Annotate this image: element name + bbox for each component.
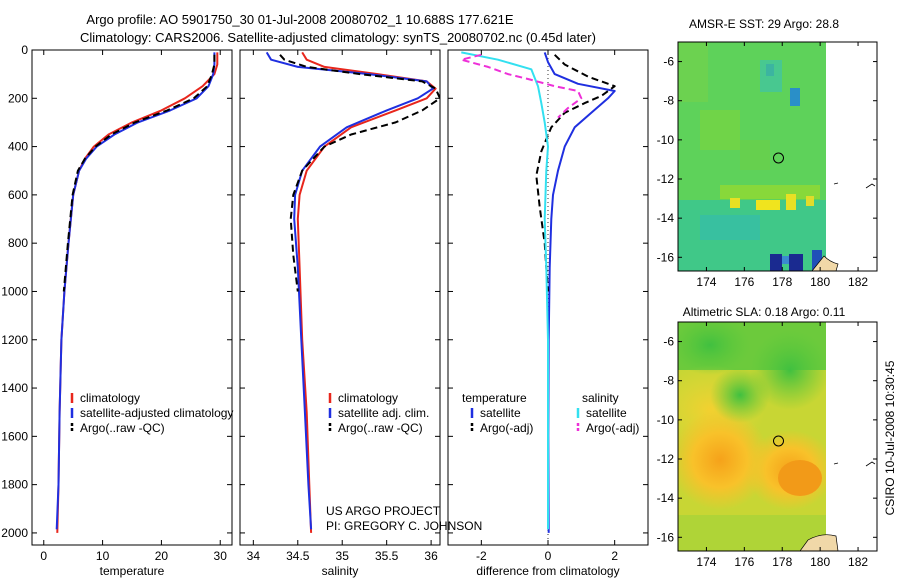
- salinity-xtick-label: 35.5: [375, 549, 399, 563]
- sla_map-xtick-label: 178: [772, 555, 792, 569]
- temperature-xtick-label: 10: [96, 549, 110, 563]
- salinity-legend-label: climatology: [338, 391, 398, 405]
- project-note-line2: PI: GREGORY C. JOHNSON: [326, 519, 482, 533]
- sst_map-xtick-label: 182: [848, 275, 868, 289]
- difference-xtick-label: -2: [476, 549, 487, 563]
- sla-map-ticks: 174 176 178 180 182 -6 -8 -10 -12 -14 -16: [657, 322, 877, 569]
- sst_map-ytick-label: -12: [657, 172, 675, 186]
- temperature-ytick-label: 2000: [1, 526, 28, 540]
- difference-legend-label: satellite: [480, 406, 521, 420]
- salinity-series-climatology: [296, 51, 437, 533]
- difference-legend-salinity-title: salinity: [582, 391, 619, 405]
- sst-map-frame: [677, 41, 878, 272]
- salinity-xtick-label: 36: [424, 549, 438, 563]
- temperature-series-argo-raw-qc-: [62, 54, 216, 292]
- figure-title-line1: Argo profile: AO 5901750_30 01-Jul-2008 …: [86, 12, 514, 27]
- difference-series-temperature-argo-adj-: [535, 54, 616, 292]
- sst-heatmap-field: [678, 42, 877, 271]
- figure-title-line2: Climatology: CARS2006. Satellite-adjuste…: [80, 30, 596, 45]
- temperature-ytick-label: 1800: [1, 478, 28, 492]
- sla_map-ytick-label: -10: [657, 413, 675, 427]
- difference-legend-temperature-title: temperature: [462, 391, 527, 405]
- sla_map-xtick-label: 174: [696, 555, 716, 569]
- temperature-ytick-label: 0: [21, 43, 28, 57]
- salinity-legend-label: satellite adj. clim.: [338, 406, 429, 420]
- difference-xtick-label: 0: [545, 549, 552, 563]
- temperature-legend-label: climatology: [80, 391, 140, 405]
- salinity-series-argo-raw-qc-: [279, 54, 440, 292]
- csiro-timestamp: CSIRO 10-Jul-2008 10:30:45: [883, 360, 897, 515]
- temperature-ytick-label: 400: [8, 140, 28, 154]
- temperature-ytick-label: 1000: [1, 284, 28, 298]
- temperature-xtick-label: 20: [155, 549, 169, 563]
- difference-xtick-label: 2: [611, 549, 618, 563]
- salinity-legend-label: Argo(..raw -QC): [338, 421, 423, 435]
- temperature-legend-label: satellite-adjusted climatology: [80, 406, 233, 420]
- difference-series-temperature-satellite: [543, 52, 616, 533]
- sst_map-xtick-label: 174: [696, 275, 716, 289]
- temperature-xtick-label: 0: [40, 549, 47, 563]
- sst-map-ticks: 174 176 178 180 182 -6 -8 -10 -12 -14 -16: [657, 42, 877, 289]
- sst_map-ytick-label: -16: [657, 250, 675, 264]
- sst_map-ytick-label: -6: [663, 55, 674, 69]
- difference-legend-label: Argo(-adj): [586, 421, 639, 435]
- temperature-xtick-label: 30: [214, 549, 228, 563]
- sla_map-ytick-label: -16: [657, 530, 675, 544]
- difference-series-salinity-argo-adj-: [460, 53, 583, 119]
- sla-map-title: Altimetric SLA: 0.18 Argo: 0.11: [683, 305, 846, 319]
- sst_map-ytick-label: -10: [657, 133, 675, 147]
- sst-map-panel: AMSR-E SST: 29 Argo: 28.8: [657, 17, 878, 289]
- temperature-series-group: [55, 52, 219, 533]
- salinity-series-group: [265, 51, 440, 533]
- temperature-ytick-label: 1400: [1, 381, 28, 395]
- temperature-ytick-label: 1600: [1, 429, 28, 443]
- temperature-ytick-label: 800: [8, 236, 28, 250]
- temperature-ytick-label: 600: [8, 188, 28, 202]
- sla_map-ytick-label: -8: [663, 374, 674, 388]
- salinity-xtick-label: 34.5: [286, 549, 310, 563]
- sla-map-panel: Altimetric SLA: 0.18 Argo: 0.11 174 176 17…: [657, 305, 878, 569]
- sla_map-xtick-label: 176: [734, 555, 754, 569]
- sla-heatmap-field: [678, 322, 877, 551]
- sst_map-ytick-label: -8: [663, 94, 674, 108]
- sla-float-marker: [773, 435, 784, 447]
- salinity-profile-panel: 34 34.5 35 35.5 36 salinity climatologysatelli…: [239, 49, 441, 578]
- salinity-axes-frame: [239, 49, 441, 546]
- sla_map-xtick-label: 182: [848, 555, 868, 569]
- temperature-legend-label: Argo(..raw -QC): [80, 421, 165, 435]
- difference-series-salinity-satellite: [461, 51, 549, 530]
- sst_map-xtick-label: 178: [772, 275, 792, 289]
- difference-legend-label: Argo(-adj): [480, 421, 533, 435]
- project-note-line1: US ARGO PROJECT: [326, 504, 441, 518]
- salinity-xtick-label: 34: [247, 549, 261, 563]
- difference-legend: temperature salinitysatelliteArgo(-adj)sa…: [462, 391, 639, 435]
- temperature-xlabel: temperature: [100, 564, 165, 578]
- temperature-ytick-label: 200: [8, 91, 28, 105]
- difference-series-group: [460, 51, 616, 533]
- salinity-xtick-label: 35: [336, 549, 350, 563]
- sst_map-xtick-label: 180: [810, 275, 830, 289]
- sst_map-ytick-label: -14: [657, 211, 675, 225]
- sst_map-xtick-label: 176: [734, 275, 754, 289]
- salinity-xlabel: salinity: [322, 564, 359, 578]
- sst-map-title: AMSR-E SST: 29 Argo: 28.8: [689, 17, 839, 31]
- temperature-ytick-label: 1200: [1, 333, 28, 347]
- difference-legend-label: satellite: [586, 406, 627, 420]
- sla_map-ytick-label: -6: [663, 335, 674, 349]
- difference-xlabel: difference from climatology: [476, 564, 619, 578]
- sla_map-xtick-label: 180: [810, 555, 830, 569]
- sst-float-marker: [773, 152, 784, 164]
- sla-map-frame: [677, 321, 878, 552]
- sla_map-ytick-label: -14: [657, 491, 675, 505]
- temperature-axes-frame: [31, 49, 233, 546]
- sla_map-ytick-label: -12: [657, 452, 675, 466]
- temperature-profile-panel: 0 10 20 30 0 200 400 600 800 1000 1200 1400 1600 1800…: [1, 43, 233, 578]
